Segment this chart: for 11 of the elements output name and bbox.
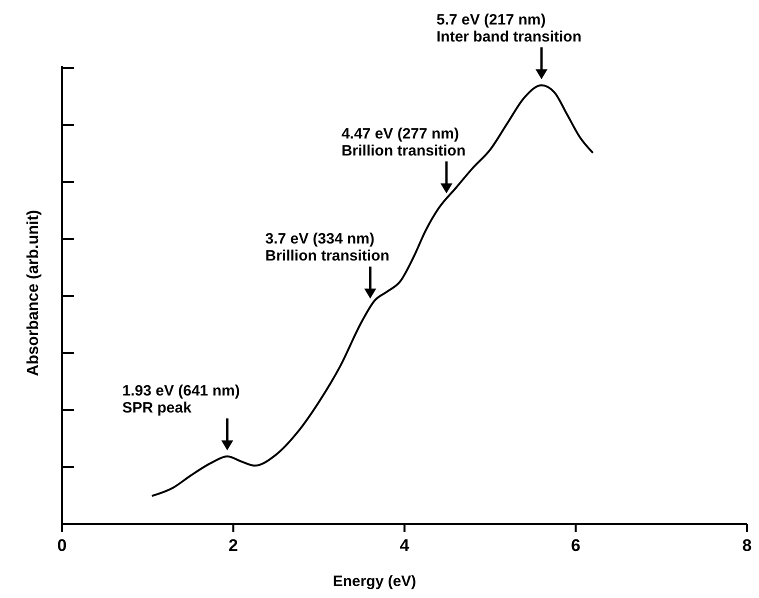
annotation: 5.7 eV (217 nm) Inter band transition [436,11,582,46]
x-axis-title: Energy (eV) [332,573,416,590]
x-tick-label: 6 [571,536,580,555]
annotation: 1.93 eV (641 nm) SPR peak [122,382,240,416]
x-tick-label: 4 [400,536,410,555]
x-tick-label: 0 [57,536,67,555]
x-tick-label: 8 [742,536,752,555]
annotation: 3.7 eV (334 nm) Brillion transition [265,230,390,265]
y-axis-title: Absorbance (arb.unit) [25,210,42,376]
annotation: 4.47 eV (277 nm) Brillion transition [341,125,466,160]
x-tick-label: 2 [228,536,238,555]
